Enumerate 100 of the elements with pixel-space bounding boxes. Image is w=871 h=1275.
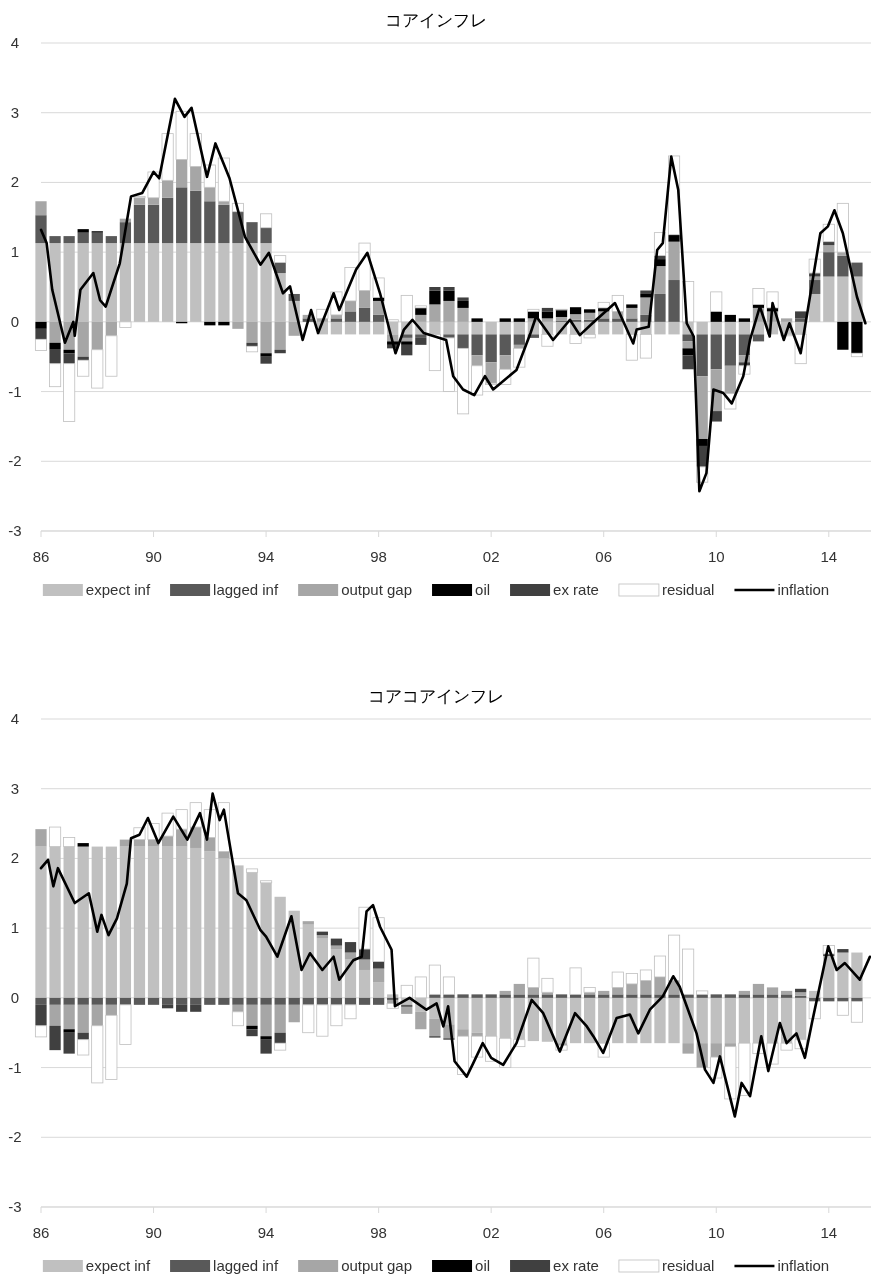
- y-tick-label: -2: [8, 452, 22, 470]
- bar: [63, 1004, 75, 1030]
- bar: [710, 291, 723, 312]
- bar: [443, 321, 455, 335]
- bar: [288, 997, 300, 1005]
- bar: [527, 994, 539, 998]
- bar: [344, 321, 357, 335]
- bar: [471, 994, 483, 998]
- bar: [569, 307, 582, 315]
- legend-label: lagged inf: [213, 1257, 279, 1274]
- bar: [569, 314, 582, 320]
- bar: [710, 1043, 722, 1058]
- bar: [513, 334, 525, 345]
- y-tick-label: -2: [8, 1128, 22, 1146]
- bar: [274, 997, 286, 1005]
- bar: [443, 334, 455, 338]
- x-tick-label: 98: [370, 1224, 387, 1241]
- bar: [668, 934, 681, 981]
- bar: [429, 1018, 441, 1037]
- bar: [49, 1004, 61, 1026]
- bar: [176, 846, 188, 998]
- bar: [147, 243, 160, 322]
- bar: [415, 1011, 427, 1030]
- bar: [414, 305, 427, 309]
- bar: [850, 352, 863, 358]
- bar: [260, 1039, 272, 1054]
- bar: [401, 344, 413, 356]
- bar: [232, 865, 244, 998]
- bar: [724, 321, 736, 335]
- bar: [485, 362, 497, 384]
- bar: [190, 847, 202, 998]
- bar: [204, 243, 216, 322]
- legend-label: oil: [475, 581, 491, 598]
- bar: [752, 994, 765, 998]
- bar: [738, 318, 751, 322]
- bar: [288, 1004, 300, 1023]
- bar: [232, 321, 244, 329]
- bar: [640, 980, 652, 995]
- y-tick-label: -1: [8, 1058, 22, 1076]
- y-tick-label: 1: [10, 919, 20, 937]
- bar: [471, 334, 483, 356]
- bar: [91, 846, 103, 998]
- bar: [77, 843, 89, 847]
- bar: [724, 365, 736, 394]
- x-tick-label: 98: [370, 548, 387, 565]
- bar: [105, 997, 117, 1005]
- bar: [443, 300, 455, 322]
- bar: [330, 321, 343, 335]
- bar: [626, 318, 638, 322]
- bar: [401, 1004, 413, 1007]
- bar: [204, 201, 216, 244]
- line-series: [39, 97, 867, 493]
- bar: [485, 321, 497, 335]
- bar: [218, 858, 230, 998]
- bar: [161, 846, 174, 998]
- bar: [471, 997, 483, 1033]
- bar: [668, 994, 680, 998]
- bar: [457, 321, 469, 335]
- bar: [429, 994, 441, 998]
- bar: [696, 376, 708, 439]
- bar: [105, 236, 117, 244]
- bar: [176, 1004, 188, 1012]
- bar: [710, 997, 722, 1044]
- y-tick-label: -3: [8, 522, 22, 539]
- bar: [77, 321, 89, 357]
- bar: [724, 314, 736, 322]
- bar: [851, 997, 863, 1002]
- bar: [513, 318, 525, 322]
- bar: [77, 846, 89, 998]
- bar: [429, 304, 441, 322]
- legend-label: ex rate: [553, 1257, 599, 1274]
- bar: [260, 356, 272, 364]
- bar: [724, 994, 736, 998]
- bar: [147, 997, 160, 1005]
- bar: [358, 307, 371, 322]
- bar: [457, 997, 469, 1030]
- bar: [218, 851, 230, 859]
- bar: [246, 997, 258, 1005]
- bar: [457, 347, 470, 415]
- bar: [176, 243, 188, 322]
- x-tick-label: 10: [707, 1224, 725, 1241]
- bar: [190, 1004, 202, 1012]
- bar: [541, 318, 554, 322]
- bar: [724, 334, 736, 366]
- bar: [485, 334, 497, 363]
- bar: [457, 334, 469, 349]
- bar: [246, 872, 258, 998]
- bar: [358, 321, 371, 335]
- bar: [49, 236, 61, 244]
- bar: [260, 243, 272, 322]
- bar: [457, 1035, 470, 1075]
- bar: [176, 997, 188, 1005]
- bar: [218, 204, 230, 244]
- bar: [795, 311, 807, 319]
- y-tick-label: 1: [10, 243, 20, 261]
- bar: [274, 1042, 287, 1051]
- bar: [260, 321, 272, 354]
- bar: [513, 321, 525, 335]
- bar: [752, 983, 765, 995]
- bar: [527, 308, 540, 312]
